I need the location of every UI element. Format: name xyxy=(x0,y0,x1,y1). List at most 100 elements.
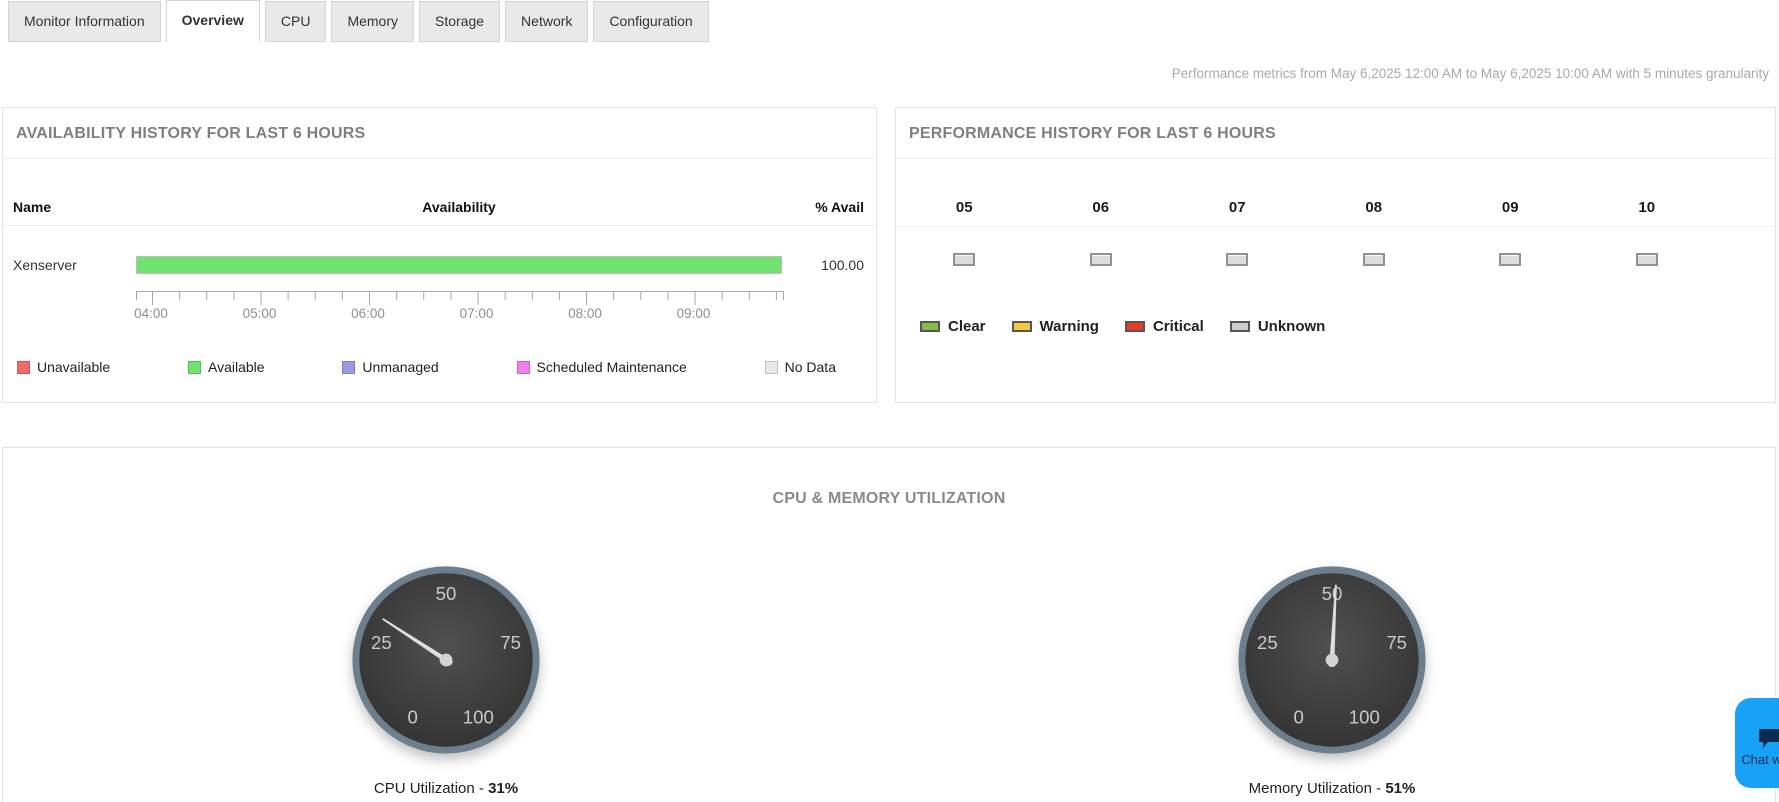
status-unknown-box[interactable] xyxy=(1089,253,1112,266)
performance-metrics-note: Performance metrics from May 6,2025 12:0… xyxy=(1171,66,1769,81)
available-swatch-icon xyxy=(188,360,202,374)
legend-label: Unmanaged xyxy=(362,359,439,375)
column-header-percent-avail: % Avail xyxy=(815,199,864,215)
tab-network[interactable]: Network xyxy=(505,1,589,42)
gauge-scale-75: 75 xyxy=(1386,632,1407,653)
performance-panel-title: PERFORMANCE HISTORY FOR LAST 6 HOURS xyxy=(896,108,1775,159)
hour-header: 07 xyxy=(1228,199,1246,216)
gauge-hub xyxy=(1325,653,1339,667)
legend-item-clear: Clear xyxy=(920,318,986,335)
status-cell xyxy=(1442,253,1579,266)
axis-label: 04:00 xyxy=(134,306,168,321)
time-axis-major-ticks xyxy=(137,292,783,305)
hour-header: 09 xyxy=(1501,199,1519,216)
critical-swatch-icon xyxy=(1124,321,1145,332)
axis-label: 08:00 xyxy=(568,306,602,321)
axis-label: 09:00 xyxy=(676,306,711,321)
cpu-gauge: 0 25 50 75 100 xyxy=(352,566,540,754)
tab-configuration[interactable]: Configuration xyxy=(593,1,709,42)
tab-cpu[interactable]: CPU xyxy=(264,1,327,42)
status-cell xyxy=(1579,253,1716,266)
cpu-memory-utilization-panel: CPU & MEMORY UTILIZATION 0 25 50 75 100 xyxy=(2,447,1776,802)
legend-item-unavailable: Unavailable xyxy=(17,359,110,375)
gauge-scale-100: 100 xyxy=(1349,707,1380,728)
tab-overview[interactable]: Overview xyxy=(165,0,260,42)
unknown-swatch-icon xyxy=(1229,321,1250,332)
table-row: Xenserver 100.00 xyxy=(3,256,876,274)
chat-button-label: Chat with us xyxy=(1741,751,1779,767)
no-data-swatch-icon xyxy=(764,360,778,374)
hour-header: 06 xyxy=(1092,199,1110,216)
legend-item-warning: Warning xyxy=(1011,318,1099,335)
legend-item-unknown: Unknown xyxy=(1229,318,1325,335)
cpu-utilization-caption: CPU Utilization - 31% xyxy=(374,780,518,797)
gauge-scale-50: 50 xyxy=(1322,583,1343,604)
tab-memory[interactable]: Memory xyxy=(331,1,414,42)
performance-status-row xyxy=(896,227,1775,266)
availability-history-panel: AVAILABILITY HISTORY FOR LAST 6 HOURS Na… xyxy=(2,107,877,403)
hour-header: 05 xyxy=(955,199,973,216)
status-cell xyxy=(1033,253,1170,266)
axis-label: 06:00 xyxy=(351,306,385,321)
performance-legend: Clear Warning Critical Unknown xyxy=(920,318,1775,335)
legend-item-available: Available xyxy=(188,359,265,375)
memory-utilization-caption: Memory Utilization - 51% xyxy=(1249,780,1416,797)
axis-label: 05:00 xyxy=(242,306,277,321)
gauge-caption-label: CPU Utilization - xyxy=(373,780,489,797)
gauge-scale-0: 0 xyxy=(1294,707,1304,728)
memory-gauge: 0 25 50 75 100 xyxy=(1238,566,1426,754)
warning-swatch-icon xyxy=(1011,321,1032,332)
availability-bar-track xyxy=(136,256,782,274)
cpu-gauge-block: 0 25 50 75 100 CPU Utilization - 31% xyxy=(3,562,889,797)
legend-label: Critical xyxy=(1152,318,1204,335)
gauge-scale-100: 100 xyxy=(463,707,494,728)
legend-item-unmanaged: Unmanaged xyxy=(342,359,439,375)
memory-gauge-block: 0 25 50 75 100 Memory Utilization - 51% xyxy=(889,562,1775,797)
clear-swatch-icon xyxy=(920,321,940,332)
legend-label: Available xyxy=(208,359,265,375)
status-cell xyxy=(896,253,1033,266)
legend-label: No Data xyxy=(784,359,836,375)
gauge-caption-value: 51% xyxy=(1385,780,1416,797)
scheduled-maintenance-swatch-icon xyxy=(516,360,530,374)
legend-label: Clear xyxy=(948,318,986,335)
legend-item-scheduled-maintenance: Scheduled Maintenance xyxy=(516,359,687,375)
performance-hour-headers: 05 06 07 08 09 10 xyxy=(896,159,1775,227)
axis-label: 07:00 xyxy=(459,306,494,321)
legend-label: Warning xyxy=(1039,318,1099,335)
gauge-scale-25: 25 xyxy=(1257,632,1278,653)
availability-table-header: Name Availability % Avail xyxy=(3,159,876,226)
status-unknown-box[interactable] xyxy=(1635,253,1658,266)
status-unknown-box[interactable] xyxy=(1226,253,1249,266)
chat-bubble-icon xyxy=(1759,728,1779,748)
availability-bar[interactable] xyxy=(136,256,782,274)
utilization-panel-title: CPU & MEMORY UTILIZATION xyxy=(772,490,1006,507)
status-unknown-box[interactable] xyxy=(1362,253,1385,266)
chat-with-us-button[interactable]: Chat with us xyxy=(1735,698,1779,788)
legend-item-no-data: No Data xyxy=(764,359,836,375)
tab-storage[interactable]: Storage xyxy=(419,1,501,42)
unmanaged-swatch-icon xyxy=(342,360,356,374)
time-axis-labels: 04:00 05:00 06:00 07:00 08:00 09:00 xyxy=(134,306,784,324)
time-axis xyxy=(136,291,784,305)
gauge-caption-label: Memory Utilization - xyxy=(1248,780,1386,797)
gauges-row: 0 25 50 75 100 CPU Utilization - 31% xyxy=(3,562,1775,797)
status-cell xyxy=(1306,253,1443,266)
legend-item-critical: Critical xyxy=(1124,318,1204,335)
gauge-scale-0: 0 xyxy=(408,707,418,728)
availability-panel-title: AVAILABILITY HISTORY FOR LAST 6 HOURS xyxy=(3,108,876,159)
gauge-scale-50: 50 xyxy=(436,583,457,604)
gauge-needle xyxy=(1329,584,1337,667)
gauge-needle xyxy=(382,618,454,666)
tab-monitor-information[interactable]: Monitor Information xyxy=(8,1,161,42)
performance-history-panel: PERFORMANCE HISTORY FOR LAST 6 HOURS 05 … xyxy=(895,107,1776,403)
legend-label: Unavailable xyxy=(37,359,111,375)
status-unknown-box[interactable] xyxy=(1499,253,1522,266)
status-unknown-box[interactable] xyxy=(953,253,976,266)
hour-header: 10 xyxy=(1638,199,1656,216)
gauge-hub xyxy=(439,653,453,667)
gauge-scale-25: 25 xyxy=(371,632,392,653)
gauge-scale-75: 75 xyxy=(500,632,521,653)
hour-header: 08 xyxy=(1365,199,1383,216)
